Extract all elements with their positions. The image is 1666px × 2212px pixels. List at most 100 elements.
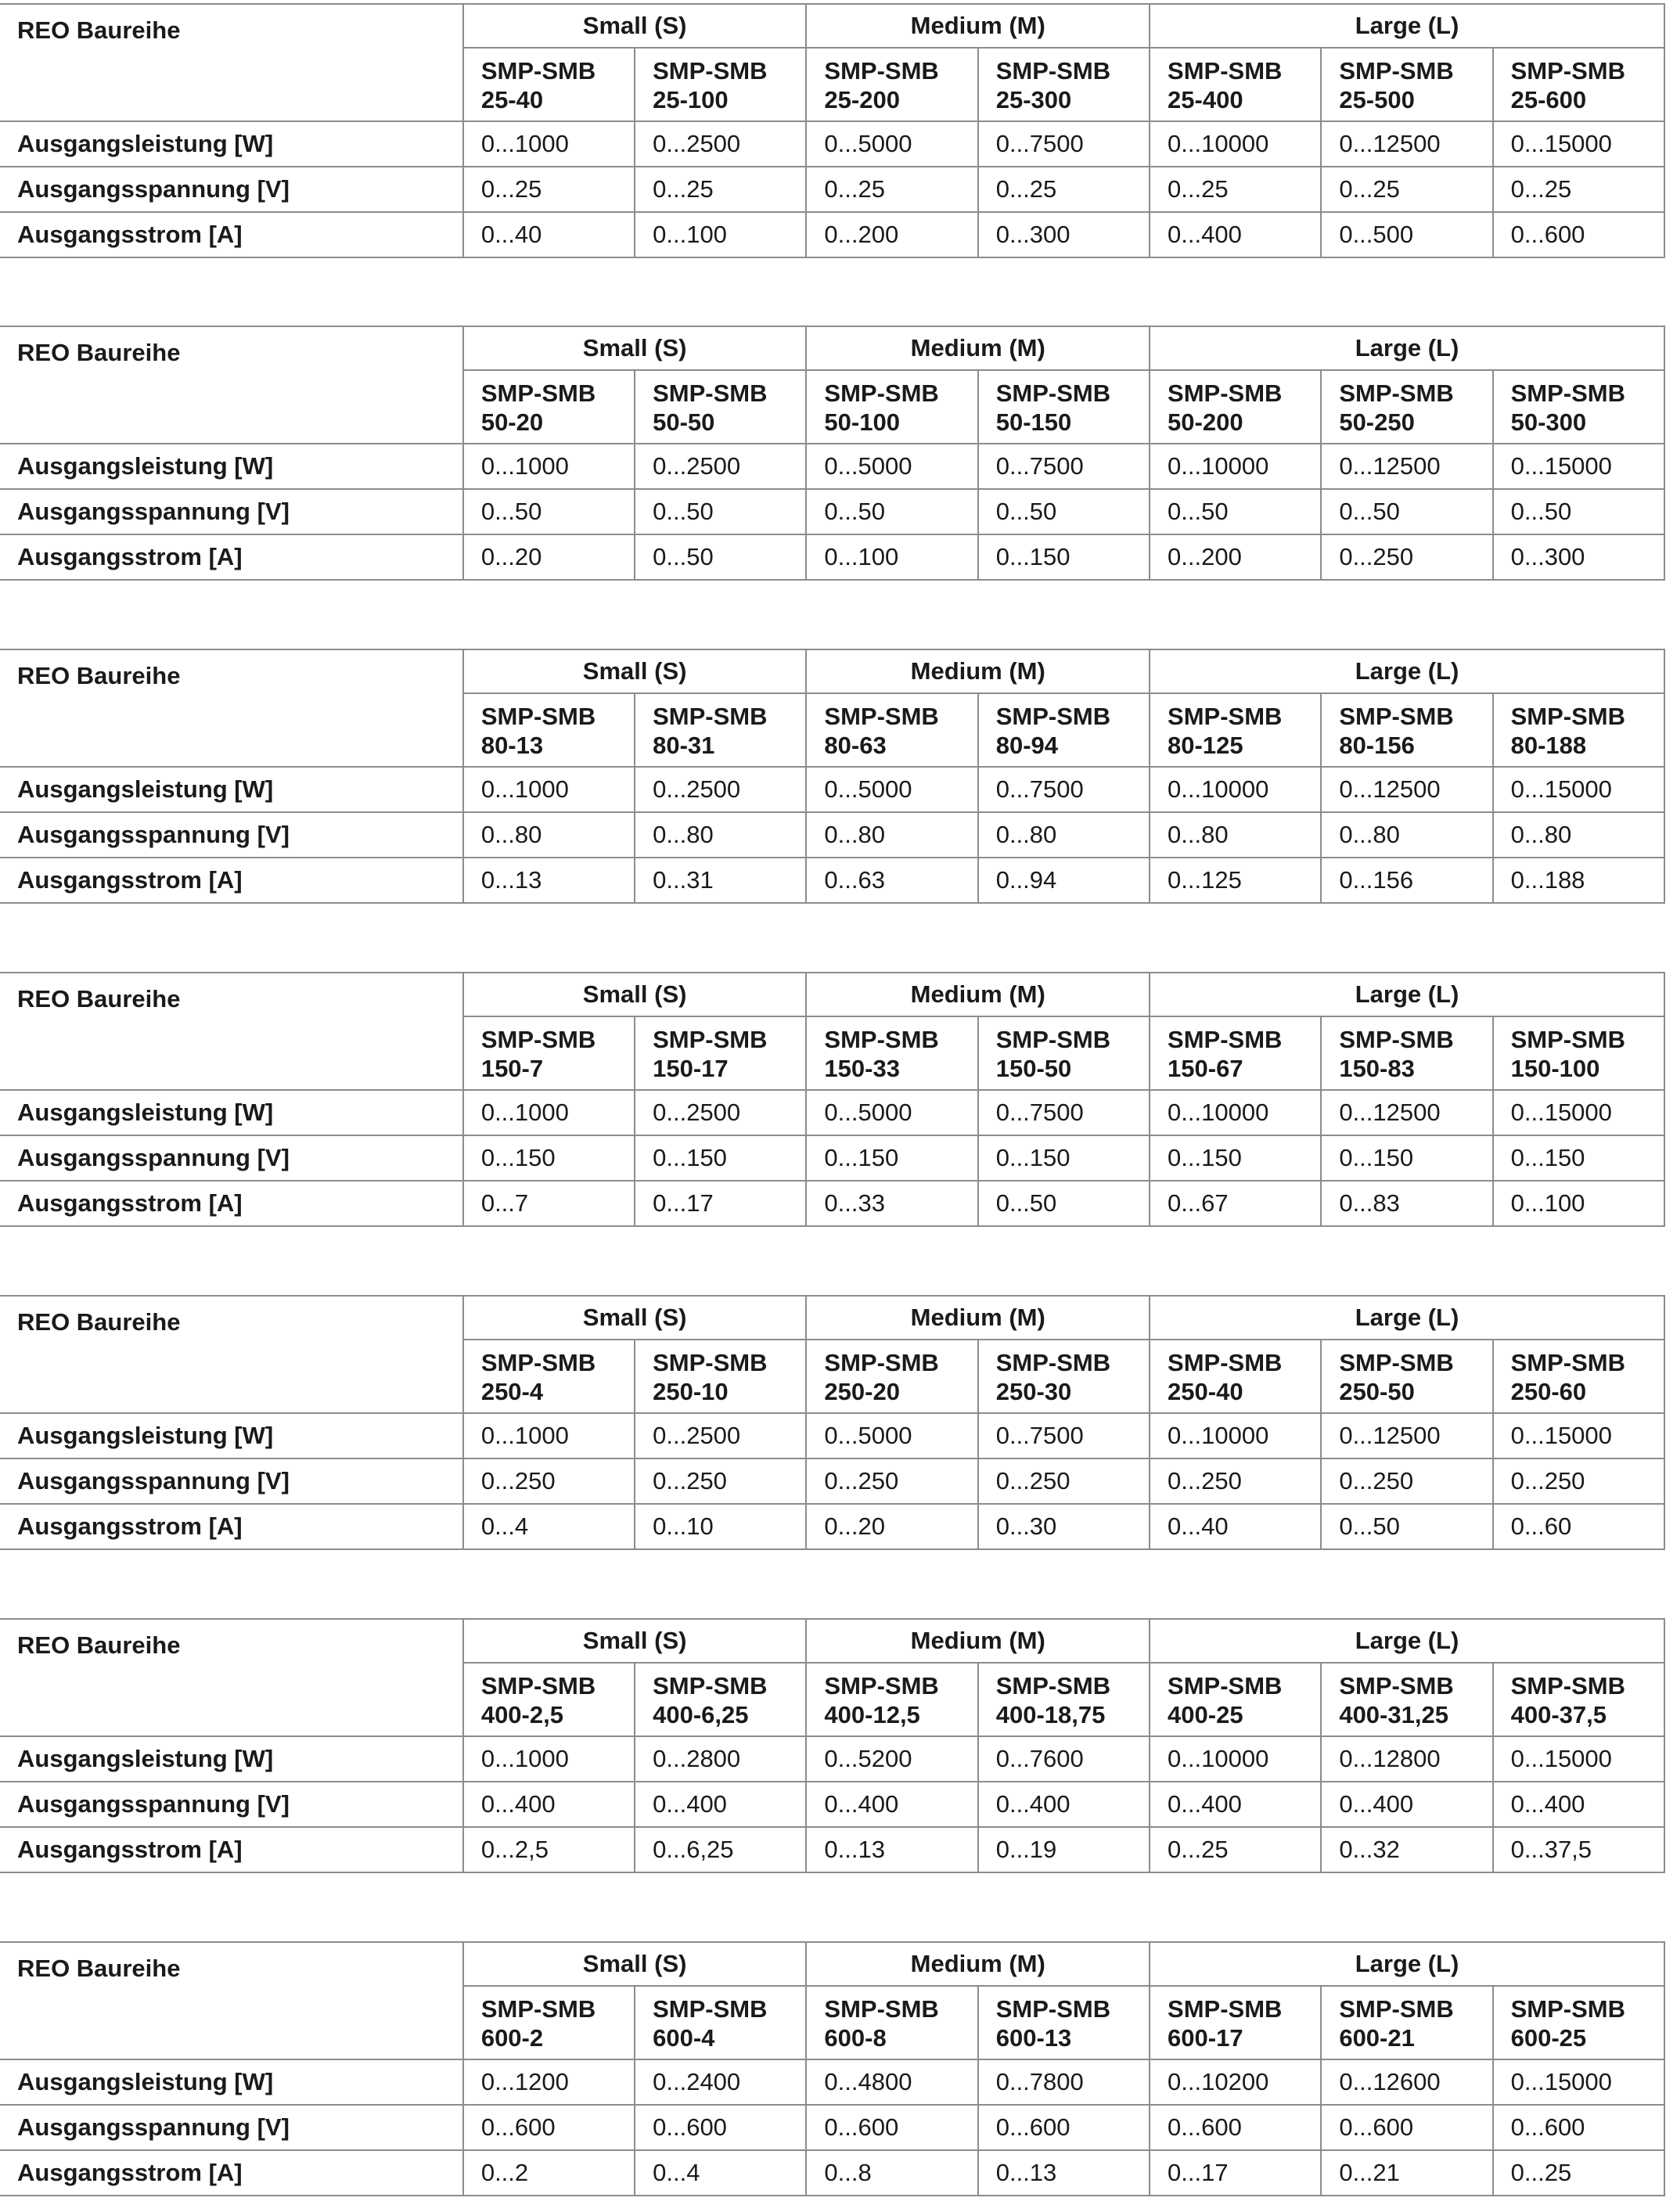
table-cell: 0...12500 [1320,120,1494,167]
model-name-line: SMP-SMB [653,1026,768,1053]
model-name-line: 400-31,25 [1339,1701,1448,1728]
series-label: REO Baureihe [0,3,464,122]
model-name-line: SMP-SMB [1339,1349,1454,1376]
row-label: Ausgangsleistung [W] [0,2059,464,2106]
table-cell: 0...1200 [462,2059,636,2106]
row-label: Ausgangsleistung [W] [0,1735,464,1782]
model-name-line: SMP-SMB [995,57,1111,85]
row-label: Ausgangsleistung [W] [0,443,464,490]
table-cell: 0...600 [634,2104,808,2151]
row-label: Ausgangsstrom [A] [0,1826,464,1873]
row-label: Ausgangsstrom [A] [0,534,464,581]
model-header: SMP-SMB 25-100 [634,47,808,122]
table-cell: 0...7600 [977,1735,1151,1782]
model-name-line: SMP-SMB [1168,57,1283,85]
table-cell: 0...15000 [1491,2059,1666,2106]
series-label: REO Baureihe [0,972,464,1091]
table-cell: 0...4 [634,2149,808,2196]
table-row: Ausgangsleistung [W] 0...1200 0...2400 0...… [0,2059,1666,2106]
model-header: SMP-SMB 25-300 [977,47,1151,122]
table-cell: 0...2800 [634,1735,808,1782]
table-cell: 0...6,25 [634,1826,808,1873]
model-name-line: SMP-SMB [653,1995,768,2023]
model-name-line: SMP-SMB [1510,379,1626,407]
model-name-line: 80-63 [824,732,887,759]
table-cell: 0...5000 [805,766,979,813]
model-header: SMP-SMB 400-37,5 [1491,1662,1666,1737]
table-cell: 0...10000 [1149,120,1322,167]
table-cell: 0...150 [805,1135,979,1182]
table-cell: 0...20 [462,534,636,581]
group-header: Large (L) [1149,649,1665,694]
model-header: SMP-SMB 600-21 [1320,1985,1494,2060]
model-name-line: 25-600 [1510,86,1587,113]
table-cell: 0...13 [977,2149,1151,2196]
table-cell: 0...5000 [805,120,979,167]
row-label: Ausgangsspannung [V] [0,1458,464,1505]
model-header: SMP-SMB 80-63 [805,692,979,768]
table-row: Ausgangsleistung [W] 0...1000 0...2500 0...… [0,120,1666,167]
table-cell: 0...25 [977,166,1151,213]
model-name-line: SMP-SMB [1510,1672,1626,1699]
model-name-line: 80-188 [1510,732,1587,759]
table-row: Ausgangsspannung [V] 0...50 0...50 0...50 0.… [0,488,1666,535]
table-cell: 0...4 [462,1503,636,1550]
row-label: Ausgangsstrom [A] [0,2149,464,2196]
table-cell: 0...13 [462,857,636,904]
model-header: SMP-SMB 25-600 [1491,47,1666,122]
table-cell: 0...2500 [634,1412,808,1459]
table-cell: 0...32 [1320,1826,1494,1873]
model-header: SMP-SMB 25-400 [1149,47,1322,122]
table-row: Ausgangsstrom [A] 0...7 0...17 0...33 0...50… [0,1180,1666,1227]
model-header: SMP-SMB 150-33 [805,1016,979,1091]
spec-table: REO Baureihe Small (S) Medium (M) Large (L)… [0,326,1666,581]
series-label: REO Baureihe [0,326,464,444]
group-header: Medium (M) [805,1295,1151,1340]
table-cell: 0...600 [805,2104,979,2151]
table-cell: 0...125 [1149,857,1322,904]
table-cell: 0...25 [462,166,636,213]
table-cell: 0...4800 [805,2059,979,2106]
table-cell: 0...15000 [1491,120,1666,167]
group-header: Small (S) [462,1941,808,1987]
table-cell: 0...80 [1149,811,1322,858]
model-header-row: SMP-SMB 400-2,5 SMP-SMB 400-6,25 SMP-SMB 400-… [0,1662,1666,1737]
model-name-line: SMP-SMB [1339,1026,1454,1053]
model-name-line: SMP-SMB [1168,1349,1283,1376]
model-header: SMP-SMB 250-4 [462,1339,636,1414]
model-name-line: 150-100 [1510,1055,1600,1082]
model-name-line: 80-31 [653,732,715,759]
group-header: Small (S) [462,1295,808,1340]
table-cell: 0...2,5 [462,1826,636,1873]
table-row: Ausgangsstrom [A] 0...2 0...4 0...8 0...13 0.… [0,2149,1666,2196]
table-cell: 0...67 [1149,1180,1322,1227]
spec-table: REO Baureihe Small (S) Medium (M) Large (L)… [0,1941,1666,2196]
table-cell: 0...50 [1320,488,1494,535]
table-cell: 0...31 [634,857,808,904]
table-cell: 0...300 [977,211,1151,258]
model-header-row: SMP-SMB 25-40 SMP-SMB 25-100 SMP-SMB 25-200 SM… [0,47,1666,122]
table-cell: 0...94 [977,857,1151,904]
table-cell: 0...60 [1491,1503,1666,1550]
spec-table: REO Baureihe Small (S) Medium (M) Large (L)… [0,1618,1666,1873]
table-cell: 0...25 [1149,1826,1322,1873]
model-header-row: SMP-SMB 80-13 SMP-SMB 80-31 SMP-SMB 80-63 SMP-… [0,692,1666,768]
table-cell: 0...2500 [634,120,808,167]
table-row: Ausgangsleistung [W] 0...1000 0...2800 0...… [0,1735,1666,1782]
model-name-line: SMP-SMB [1339,1672,1454,1699]
table-row: Ausgangsspannung [V] 0...80 0...80 0...80 0.… [0,811,1666,858]
table-cell: 0...15000 [1491,1412,1666,1459]
table-cell: 0...10200 [1149,2059,1322,2106]
model-name-line: SMP-SMB [1168,1026,1283,1053]
group-header: Large (L) [1149,972,1665,1017]
group-header-row: REO Baureihe Small (S) Medium (M) Large (L) [0,972,1665,1091]
table-cell: 0...12500 [1320,1089,1494,1136]
table-cell: 0...25 [1320,166,1494,213]
table-cell: 0...150 [1149,1135,1322,1182]
table-row: Ausgangsstrom [A] 0...13 0...31 0...63 0...9… [0,857,1666,904]
table-cell: 0...17 [634,1180,808,1227]
model-name-line: 25-200 [824,86,900,113]
row-label: Ausgangsstrom [A] [0,211,464,258]
table-row: Ausgangsstrom [A] 0...4 0...10 0...20 0...30… [0,1503,1666,1550]
group-header-row: REO Baureihe Small (S) Medium (M) Large (L) [0,326,1665,444]
